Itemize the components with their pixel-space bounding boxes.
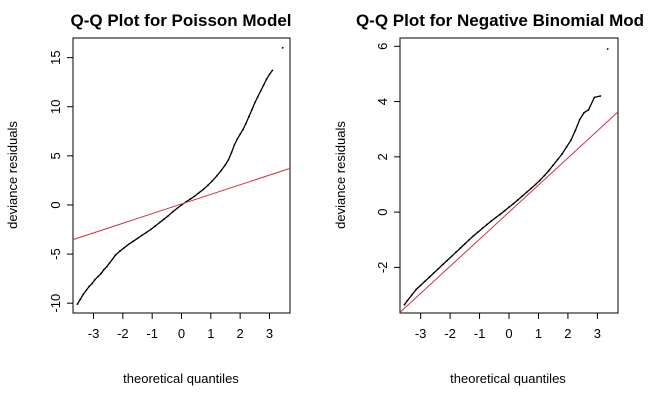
x-tick-label: 0 — [178, 326, 185, 341]
reference-line — [399, 111, 619, 313]
y-tick-label: 6 — [375, 43, 390, 50]
negative-binomial-qq-panel: Q-Q Plot for Negative Binomial Mod theor… — [333, 11, 644, 386]
y-tick-label: 15 — [48, 50, 63, 64]
y-axis-ticks: -2 0 2 4 6 — [375, 43, 400, 274]
x-tick-label: 0 — [505, 326, 512, 341]
x-tick-label: -1 — [146, 326, 158, 341]
x-tick-label: -2 — [444, 326, 456, 341]
y-axis-ticks: -10 -5 0 5 10 15 — [48, 50, 73, 313]
x-axis-label: theoretical quantiles — [123, 371, 239, 386]
data-point-trace — [76, 70, 273, 305]
x-tick-label: 1 — [207, 326, 214, 341]
x-axis-label: theoretical quantiles — [450, 371, 566, 386]
qq-reference-line — [72, 167, 291, 241]
y-tick-label: 10 — [48, 100, 63, 114]
y-tick-label: -5 — [48, 248, 63, 260]
plot-frame — [399, 37, 619, 314]
x-tick-label: 1 — [535, 326, 542, 341]
x-tick-label: 2 — [237, 326, 244, 341]
x-axis-ticks: -3 -2 -1 0 1 2 3 — [88, 313, 273, 341]
y-tick-label: 2 — [375, 153, 390, 160]
x-tick-label: -1 — [474, 326, 486, 341]
data-points — [76, 46, 284, 306]
x-tick-label: -3 — [88, 326, 100, 341]
y-tick-label: 5 — [48, 152, 63, 159]
data-point — [281, 46, 284, 49]
x-tick-label: 2 — [564, 326, 571, 341]
data-points — [403, 48, 609, 306]
x-tick-label: -2 — [117, 326, 129, 341]
plot-frame — [72, 37, 291, 314]
reference-line — [72, 167, 291, 241]
chart-title: Q-Q Plot for Poisson Model — [71, 11, 292, 30]
poisson-qq-panel: Q-Q Plot for Poisson Model theoretical q… — [5, 11, 292, 386]
data-point — [606, 48, 609, 50]
x-tick-label: 3 — [266, 326, 273, 341]
y-axis-label: deviance residuals — [5, 121, 20, 229]
y-tick-label: -10 — [48, 294, 63, 313]
chart-title: Q-Q Plot for Negative Binomial Mod — [356, 11, 644, 30]
y-tick-label: 0 — [48, 201, 63, 208]
x-axis-ticks: -3 -2 -1 0 1 2 3 — [415, 313, 601, 341]
y-tick-label: 4 — [375, 98, 390, 105]
y-tick-label: -2 — [375, 262, 390, 274]
x-tick-label: 3 — [594, 326, 601, 341]
y-axis-label: deviance residuals — [333, 121, 348, 229]
data-point-trace — [403, 95, 601, 306]
qq-reference-line — [399, 111, 619, 313]
y-tick-label: 0 — [375, 209, 390, 216]
x-tick-label: -3 — [415, 326, 427, 341]
